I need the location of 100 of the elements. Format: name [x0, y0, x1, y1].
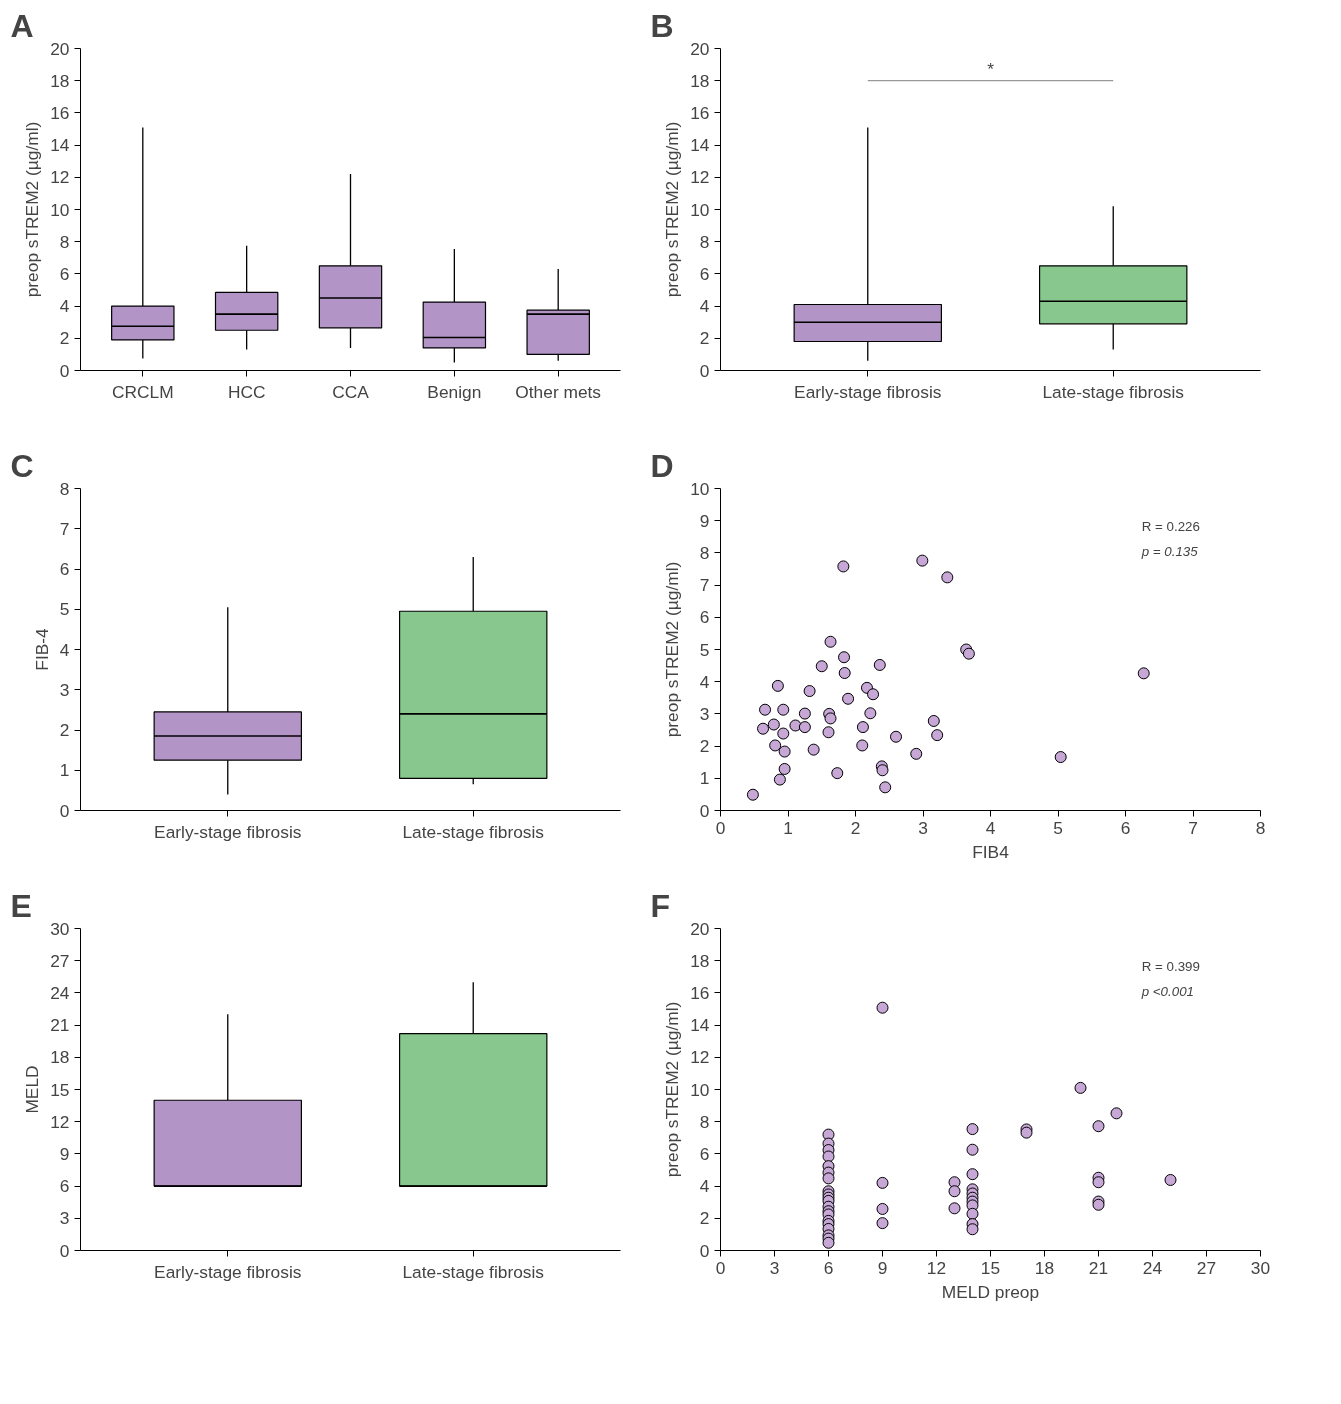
y-tick-label: 0 — [59, 1240, 70, 1261]
y-tick-label: 2 — [59, 720, 70, 740]
x-tick-label: 12 — [926, 1257, 947, 1278]
y-tick-label: 27 — [50, 950, 70, 971]
y-tick-label: 6 — [59, 559, 70, 579]
y-tick-label: 9 — [699, 510, 710, 531]
chart-title: E — [10, 887, 32, 924]
x-tick-label: 4 — [985, 817, 996, 838]
y-tick-label: 4 — [59, 296, 70, 317]
y-tick-label: 18 — [50, 1047, 70, 1068]
x-tick-label: 5 — [1053, 817, 1063, 838]
x-tick-label: 6 — [823, 1257, 834, 1278]
x-tick-label: 24 — [1142, 1257, 1163, 1278]
chart-title: A — [10, 7, 34, 44]
y-tick-label: 3 — [699, 703, 710, 724]
y-axis-title: preop sTREM2 (µg/ml) — [662, 561, 683, 738]
y-tick-label: 0 — [699, 800, 710, 821]
annotation: p <0.001 — [1140, 984, 1194, 1000]
x-tick-label: 9 — [877, 1257, 888, 1278]
y-tick-label: 0 — [699, 360, 710, 381]
y-tick-label: 12 — [50, 1111, 70, 1132]
y-tick-label: 14 — [690, 1015, 710, 1036]
y-tick-label: 7 — [699, 575, 710, 596]
y-tick-label: 30 — [50, 918, 70, 939]
x-tick-label: CCA — [332, 381, 370, 402]
y-tick-label: 10 — [50, 199, 70, 220]
y-tick-label: 20 — [690, 38, 710, 59]
x-axis-title: MELD preop — [941, 1281, 1040, 1302]
y-tick-label: 20 — [690, 918, 710, 939]
x-tick-label: 15 — [980, 1257, 1001, 1278]
chart-title: D — [650, 447, 674, 484]
y-tick-label: 8 — [699, 231, 710, 252]
y-axis-title: preop sTREM2 (µg/ml) — [662, 121, 683, 298]
x-tick-label: Late-stage fibrosis — [402, 821, 545, 842]
y-tick-label: 2 — [699, 736, 710, 757]
y-tick-label: 3 — [59, 1208, 70, 1229]
y-tick-label: 12 — [690, 167, 710, 188]
y-tick-label: 18 — [690, 950, 710, 971]
y-tick-label: 4 — [699, 1176, 710, 1197]
annotation: R = 0.399 — [1141, 958, 1200, 974]
x-tick-label: 1 — [783, 817, 793, 838]
x-tick-label: 8 — [1255, 817, 1266, 838]
x-tick-label: Other mets — [515, 381, 602, 402]
y-axis-title: preop sTREM2 (µg/ml) — [662, 1001, 683, 1178]
x-tick-label: Benign — [427, 381, 482, 402]
y-tick-label: 18 — [50, 70, 70, 91]
y-tick-label: 6 — [59, 1176, 70, 1197]
y-axis-title: MELD — [22, 1065, 43, 1114]
annotation: p = 0.135 — [1140, 544, 1199, 560]
y-tick-label: 9 — [59, 1143, 70, 1164]
y-tick-label: 2 — [699, 328, 710, 349]
y-tick-label: 18 — [690, 70, 710, 91]
x-tick-label: Late-stage fibrosis — [1042, 381, 1185, 402]
y-tick-label: 8 — [699, 1111, 710, 1132]
y-tick-label: 4 — [59, 639, 70, 660]
y-tick-label: 0 — [699, 1240, 710, 1261]
y-tick-label: 10 — [690, 199, 710, 220]
y-tick-label: 10 — [690, 1079, 710, 1100]
x-tick-label: 18 — [1034, 1257, 1055, 1278]
y-tick-label: 8 — [59, 231, 70, 252]
y-tick-label: 0 — [59, 800, 70, 821]
y-tick-label: 12 — [690, 1047, 710, 1068]
y-tick-label: 6 — [699, 263, 710, 284]
x-tick-label: CRCLM — [112, 381, 174, 402]
x-tick-label: Early-stage fibrosis — [154, 1261, 302, 1282]
y-tick-label: 14 — [690, 135, 710, 156]
y-axis-title: preop sTREM2 (µg/ml) — [22, 121, 43, 298]
y-tick-label: 14 — [50, 135, 70, 156]
y-tick-label: 7 — [59, 518, 70, 539]
chart-title: F — [650, 887, 671, 924]
y-tick-label: 16 — [690, 102, 710, 123]
x-tick-label: HCC — [227, 381, 266, 402]
y-tick-label: 1 — [59, 760, 70, 781]
y-tick-label: 2 — [699, 1208, 710, 1229]
x-tick-label: 21 — [1088, 1257, 1109, 1278]
x-tick-label: 6 — [1120, 817, 1131, 838]
x-tick-label: 27 — [1196, 1257, 1217, 1278]
annotation: R = 0.226 — [1141, 518, 1200, 534]
x-tick-label: Early-stage fibrosis — [794, 381, 942, 402]
y-tick-label: 12 — [50, 167, 70, 188]
x-tick-label: 2 — [850, 817, 861, 838]
y-axis-title: FIB-4 — [31, 627, 52, 671]
x-tick-label: 30 — [1250, 1257, 1271, 1278]
y-tick-label: 1 — [699, 768, 710, 789]
y-tick-label: 5 — [59, 599, 70, 620]
y-tick-label: 21 — [50, 1015, 70, 1036]
x-tick-label: Late-stage fibrosis — [402, 1261, 545, 1282]
y-tick-label: 15 — [50, 1079, 70, 1100]
y-tick-label: 0 — [59, 360, 70, 381]
y-tick-label: 4 — [699, 296, 710, 317]
y-tick-label: 2 — [59, 328, 70, 349]
x-tick-label: 3 — [769, 1257, 780, 1278]
x-tick-label: Early-stage fibrosis — [154, 821, 302, 842]
y-tick-label: 6 — [699, 607, 710, 628]
y-tick-label: 6 — [699, 1143, 710, 1164]
chart-title: C — [10, 447, 34, 484]
y-tick-label: 10 — [690, 478, 710, 499]
y-tick-label: 6 — [59, 263, 70, 284]
y-tick-label: 8 — [699, 542, 710, 563]
x-tick-label: 3 — [918, 817, 928, 838]
